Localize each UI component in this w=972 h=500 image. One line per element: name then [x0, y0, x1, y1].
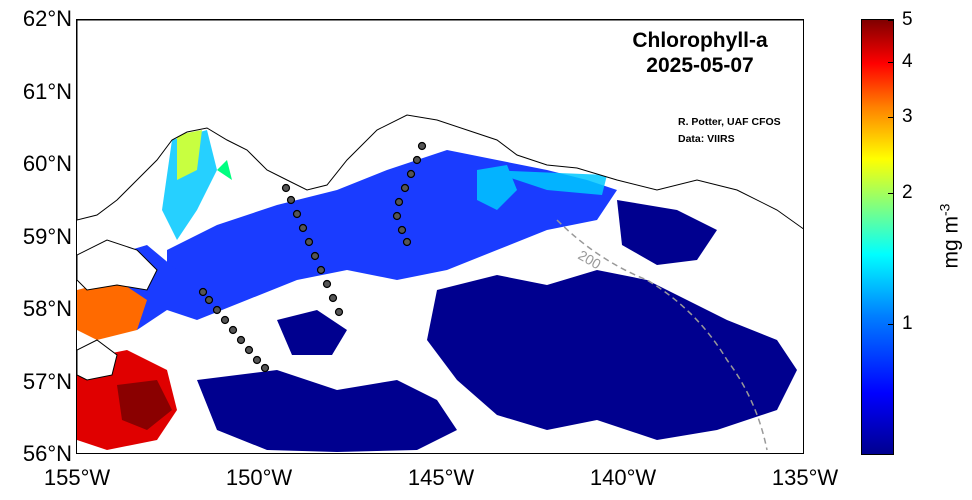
lat-tick-61: 61°N [22, 79, 72, 104]
low-chl-patches [197, 200, 797, 452]
lon-tick-150: 150°W [225, 465, 293, 490]
coastline [77, 20, 803, 381]
title-variable: Chlorophyll-a [632, 29, 768, 52]
lat-tick-59: 59°N [22, 224, 72, 249]
lat-tick-60: 60°N [22, 151, 72, 176]
cb-tickmark-4 [888, 62, 894, 63]
lat-tick-62: 62°N [22, 6, 72, 31]
isobath-200m [556, 219, 768, 451]
station-markers [198, 141, 427, 373]
colorbar-label: mg m-3 [937, 204, 964, 269]
lat-tick-56: 56°N [22, 441, 72, 466]
isobath-label: 200 [576, 247, 604, 273]
lat-tick-58: 58°N [22, 296, 72, 321]
cb-tickmark-3 [888, 117, 894, 118]
cb-tick-4: 4 [902, 51, 913, 72]
chlorophyll-map: 200 [77, 20, 803, 452]
map-panel[interactable]: 200 [76, 19, 804, 454]
cyan-band [162, 130, 607, 240]
credit-author: R. Potter, UAF CFOS [678, 116, 781, 128]
cb-tickmark-1 [888, 324, 894, 325]
credit-source: Data: VIIRS [678, 133, 735, 145]
cb-tick-2: 2 [902, 182, 913, 203]
cb-tickmark-2 [888, 193, 894, 194]
map-title: Chlorophyll-a 2025-05-07 [600, 28, 800, 78]
lon-tick-140: 140°W [589, 465, 657, 490]
lat-tick-57: 57°N [22, 369, 72, 394]
cb-tick-5: 5 [902, 9, 913, 30]
title-date: 2025-05-07 [646, 54, 754, 77]
cb-tickmark-5 [888, 20, 894, 21]
colorbar-unit: mg m [939, 215, 963, 269]
colorbar [861, 19, 894, 455]
lon-tick-155: 155°W [43, 465, 111, 490]
lon-tick-145: 145°W [407, 465, 475, 490]
cb-tick-3: 3 [902, 106, 913, 127]
lon-tick-135: 135°W [771, 465, 839, 490]
colorbar-unit-exponent: -3 [936, 203, 953, 216]
cb-tick-1: 1 [902, 313, 913, 334]
